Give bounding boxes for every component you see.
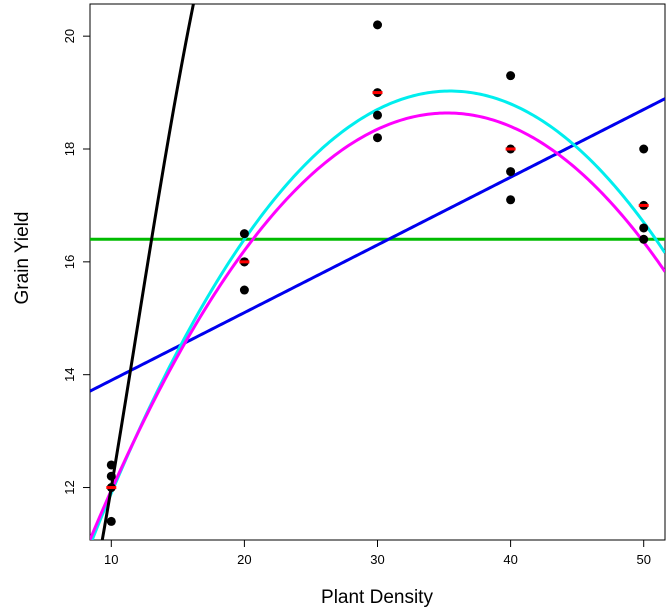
data-point (239, 229, 249, 239)
x-tick-label: 40 (503, 552, 517, 567)
x-axis: 10 20 30 40 50 (104, 540, 651, 567)
y-tick-label: 20 (62, 29, 77, 43)
fitted-curve-degree-2-3 (90, 111, 665, 540)
y-tick-label: 18 (62, 142, 77, 156)
data-points-group (106, 20, 649, 526)
data-point (506, 195, 516, 205)
fitted-curves-group (90, 4, 665, 540)
y-tick-label: 12 (62, 480, 77, 494)
data-point (106, 460, 116, 470)
data-point (506, 71, 516, 81)
data-point (373, 20, 382, 30)
x-tick-label: 50 (636, 552, 650, 567)
data-point (106, 516, 116, 526)
y-tick-label: 16 (62, 255, 77, 269)
data-point (506, 167, 516, 177)
fitted-curve-degree-4-4 (100, 4, 195, 540)
data-point (373, 110, 382, 120)
mean-markers-group (106, 91, 649, 490)
y-tick-label: 14 (62, 367, 77, 381)
data-point (106, 471, 116, 481)
x-tick-label: 20 (237, 552, 251, 567)
x-tick-label: 30 (370, 552, 384, 567)
data-point (239, 285, 249, 295)
data-point (639, 223, 649, 233)
y-axis-label: Grain Yield (12, 212, 33, 305)
x-tick-label: 10 (104, 552, 118, 567)
data-point (639, 234, 649, 244)
x-axis-label: Plant Density (321, 587, 433, 608)
data-point (639, 144, 649, 154)
fitted-curve-degree-1-1 (90, 97, 665, 393)
plot-frame (89, 3, 666, 541)
fitted-curve-degree-2-2 (90, 89, 665, 540)
data-point (373, 133, 382, 143)
y-axis: 12 14 16 18 20 (62, 29, 90, 495)
